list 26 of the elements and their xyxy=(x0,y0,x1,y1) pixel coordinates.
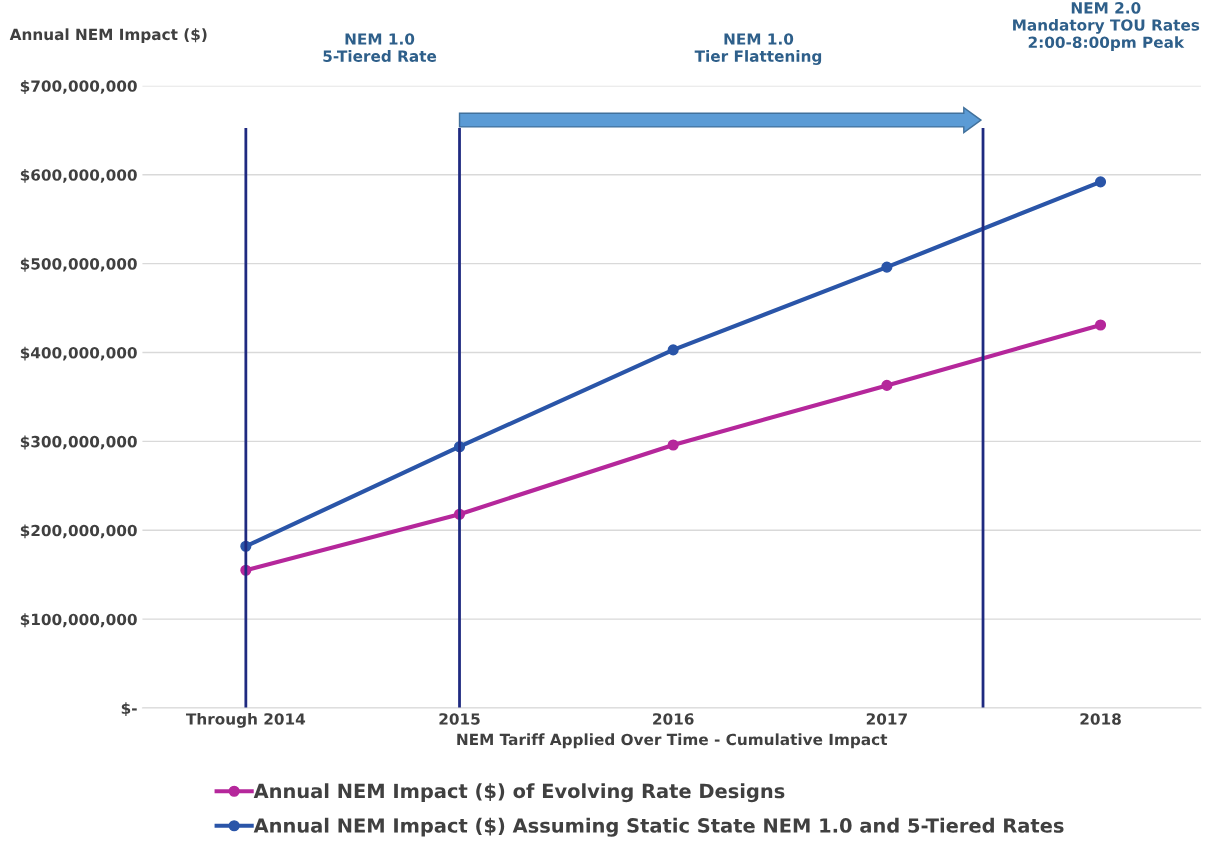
y-tick-label: $400,000,000 xyxy=(20,346,137,361)
x-tick-label: Through 2014 xyxy=(185,712,306,728)
text: NEM 2.0 Mandatory TOU Rates 2:00-8:00pm Peak xyxy=(1013,2,1200,51)
y-axis-title: Annual NEM Impact ($) xyxy=(9,28,207,44)
point xyxy=(881,379,893,391)
text: NEM 1.0 5-Tiered Rate xyxy=(323,33,437,62)
y-tick-label: $600,000,000 xyxy=(20,168,137,183)
point xyxy=(667,439,679,451)
x-tick-label: 2018 xyxy=(1080,713,1121,725)
y-tick-label: $200,000,000 xyxy=(20,524,137,539)
y-tick-label: $300,000,000 xyxy=(20,435,137,450)
y-tick-label: $100,000,000 xyxy=(20,613,137,628)
x-tick-label: 2017 xyxy=(866,713,907,725)
point xyxy=(1094,176,1107,188)
text: NEM 1.0 Tier Flattening xyxy=(694,33,822,65)
y-tick-label: $500,000,000 xyxy=(20,257,137,272)
x-axis-title: NEM Tariff Applied Over Time - Cumulative Impact xyxy=(457,733,888,749)
x-tick-label: 2015 xyxy=(439,713,480,725)
y-tick-label: $700,000,000 xyxy=(20,80,137,94)
y-tick-label: $- xyxy=(121,702,137,717)
x-tick-label: 2016 xyxy=(653,713,694,725)
point xyxy=(667,344,679,356)
point xyxy=(881,261,893,273)
point xyxy=(1094,319,1107,331)
legend-label: Annual NEM Impact ($) of Evolving Rate Designs xyxy=(253,783,785,803)
legend-label: Annual NEM Impact ($) Assuming Static State NEM 1.0 and 5-Tiered Rates xyxy=(253,817,1064,837)
